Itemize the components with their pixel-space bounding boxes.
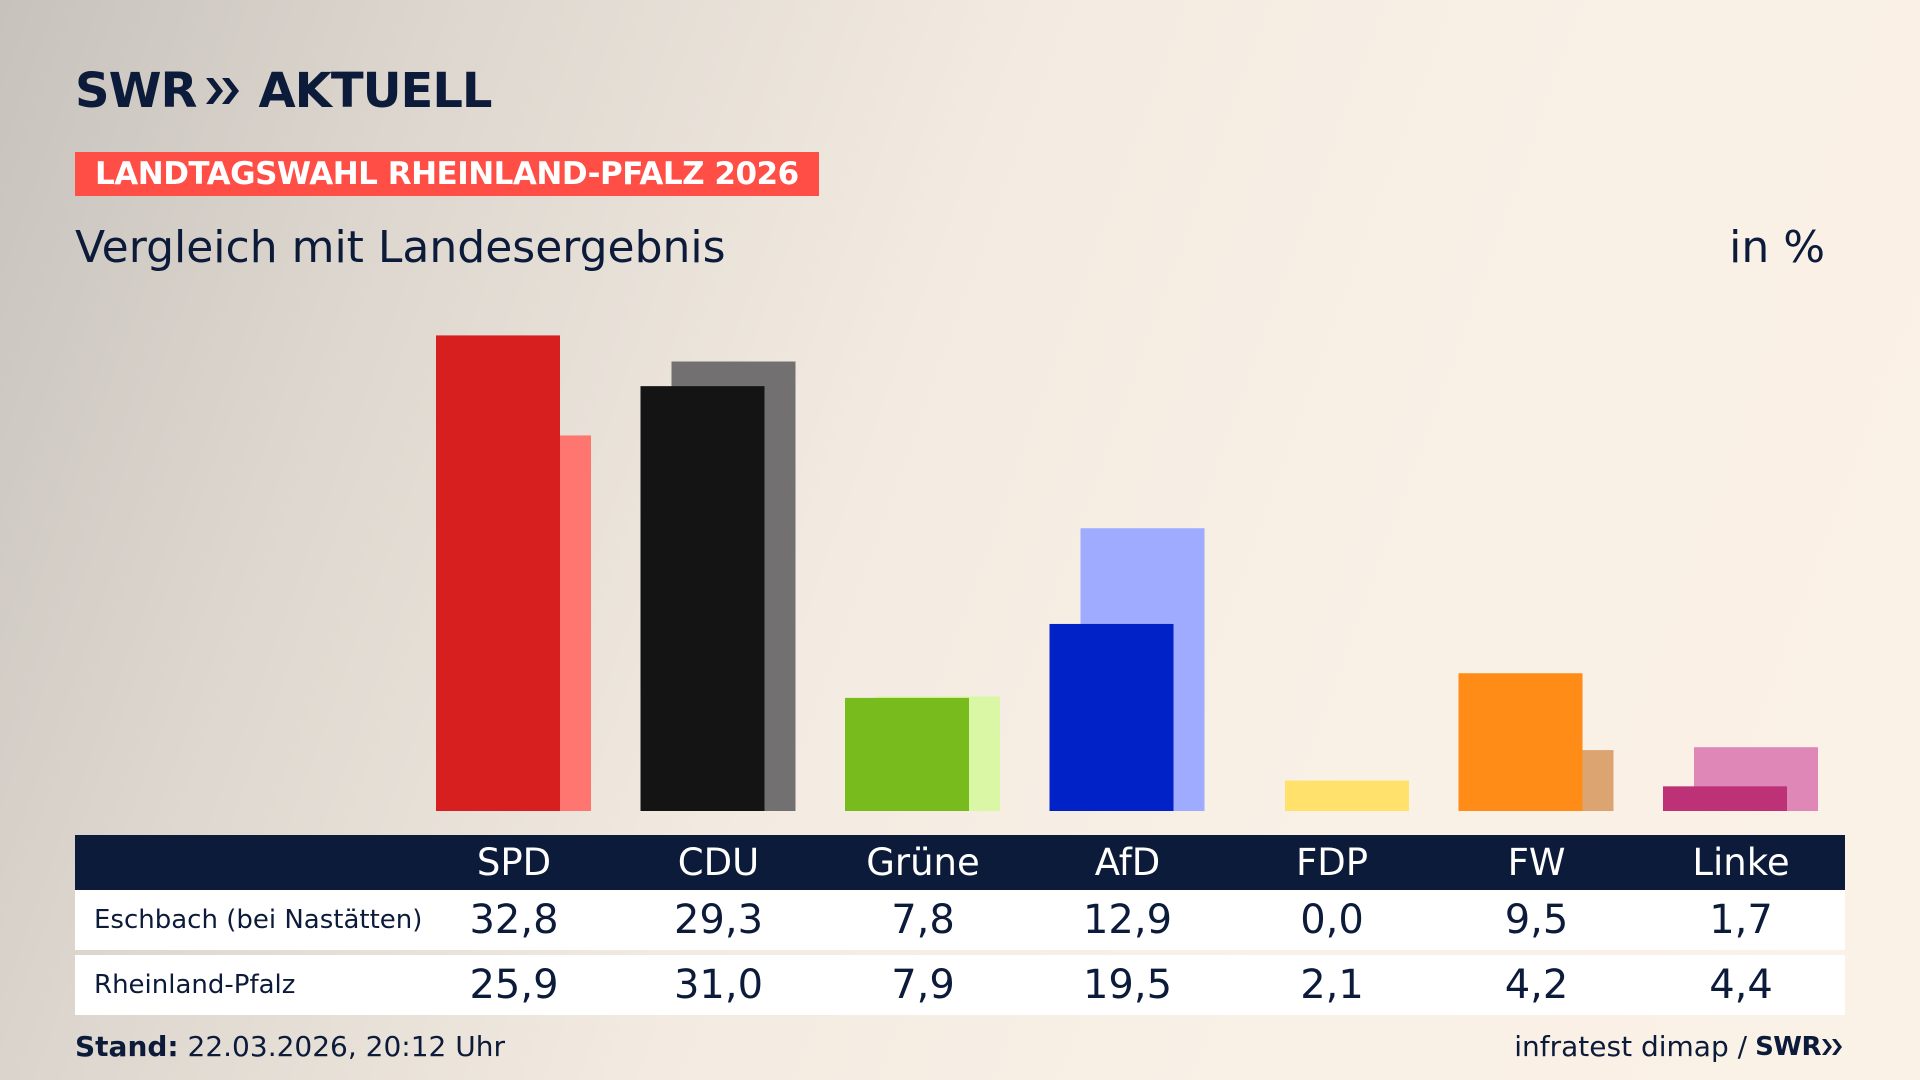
bar-eschbach-gruene xyxy=(845,697,969,811)
row-label-rlp: Rheinland-Pfalz xyxy=(94,970,296,1000)
aktuell-wordmark: AKTUELL xyxy=(258,63,492,119)
bar-chart xyxy=(436,335,1818,811)
timestamp: Stand: 22.03.2026, 20:12 Uhr xyxy=(75,1030,505,1064)
value-rlp-cdu: 31,0 xyxy=(673,962,764,1008)
stand-value: 22.03.2026, 20:12 Uhr xyxy=(187,1030,505,1063)
election-tag: LANDTAGSWAHL RHEINLAND-PFALZ 2026 xyxy=(75,152,819,196)
value-eschbach-afd: 12,9 xyxy=(1082,897,1173,943)
value-rlp-fdp: 2,1 xyxy=(1300,962,1364,1008)
value-eschbach-spd: 32,8 xyxy=(469,897,559,943)
value-eschbach-linke: 1,7 xyxy=(1709,897,1773,943)
value-eschbach-fw: 9,5 xyxy=(1504,897,1569,943)
value-rlp-gruene: 7,9 xyxy=(891,962,955,1008)
table-header: SPD CDU Grüne AfD FDP FW Linke xyxy=(75,835,1845,890)
small-double-chevron-icon xyxy=(1822,1039,1842,1055)
swr-wordmark: SWR xyxy=(75,63,197,119)
source-label: infratest dimap / xyxy=(1514,1030,1748,1063)
header-spd: SPD xyxy=(476,841,552,884)
bar-eschbach-afd xyxy=(1049,623,1174,811)
row-label-eschbach: Eschbach (bei Nastätten) xyxy=(94,905,423,935)
header-afd: AfD xyxy=(1094,841,1161,884)
swr-aktuell-logo: SWR AKTUELL xyxy=(75,63,493,119)
value-rlp-afd: 19,5 xyxy=(1082,962,1173,1008)
header-fdp: FDP xyxy=(1295,841,1369,884)
value-rlp-fw: 4,2 xyxy=(1504,962,1569,1008)
bar-eschbach-fw xyxy=(1458,673,1583,811)
header-gruene: Grüne xyxy=(866,841,980,884)
unit-label: in % xyxy=(1729,222,1825,273)
table-row-eschbach: Eschbach (bei Nastätten) 32,8 29,3 7,8 12,9… xyxy=(75,890,1845,950)
bar-eschbach-linke xyxy=(1663,786,1787,811)
chart-subtitle: Vergleich mit Landesergebnis xyxy=(75,222,726,273)
source-credit: infratest dimap / SWR xyxy=(1514,1030,1845,1064)
results-table: SPD CDU Grüne AfD FDP FW Linke Eschbach (bei N… xyxy=(75,835,1845,1015)
value-eschbach-fdp: 0,0 xyxy=(1300,897,1364,943)
swr-small-wordmark: SWR xyxy=(1755,1032,1821,1062)
bar-eschbach-cdu xyxy=(640,386,765,811)
value-eschbach-gruene: 7,8 xyxy=(891,897,955,943)
bar-rlp-fdp xyxy=(1285,780,1409,811)
value-rlp-linke: 4,4 xyxy=(1709,962,1773,1008)
stand-label: Stand: xyxy=(75,1030,179,1063)
header-linke: Linke xyxy=(1692,841,1790,884)
header-cdu: CDU xyxy=(677,841,760,884)
swr-small-logo: SWR xyxy=(1755,1030,1845,1064)
table-row-rlp: Rheinland-Pfalz 25,9 31,0 7,9 19,5 2,1 4,2 4,4 xyxy=(75,955,1845,1015)
double-chevron-icon xyxy=(206,78,240,104)
header-fw: FW xyxy=(1507,841,1566,884)
value-rlp-spd: 25,9 xyxy=(469,962,559,1008)
bar-eschbach-spd xyxy=(436,335,560,811)
value-eschbach-cdu: 29,3 xyxy=(673,897,764,943)
